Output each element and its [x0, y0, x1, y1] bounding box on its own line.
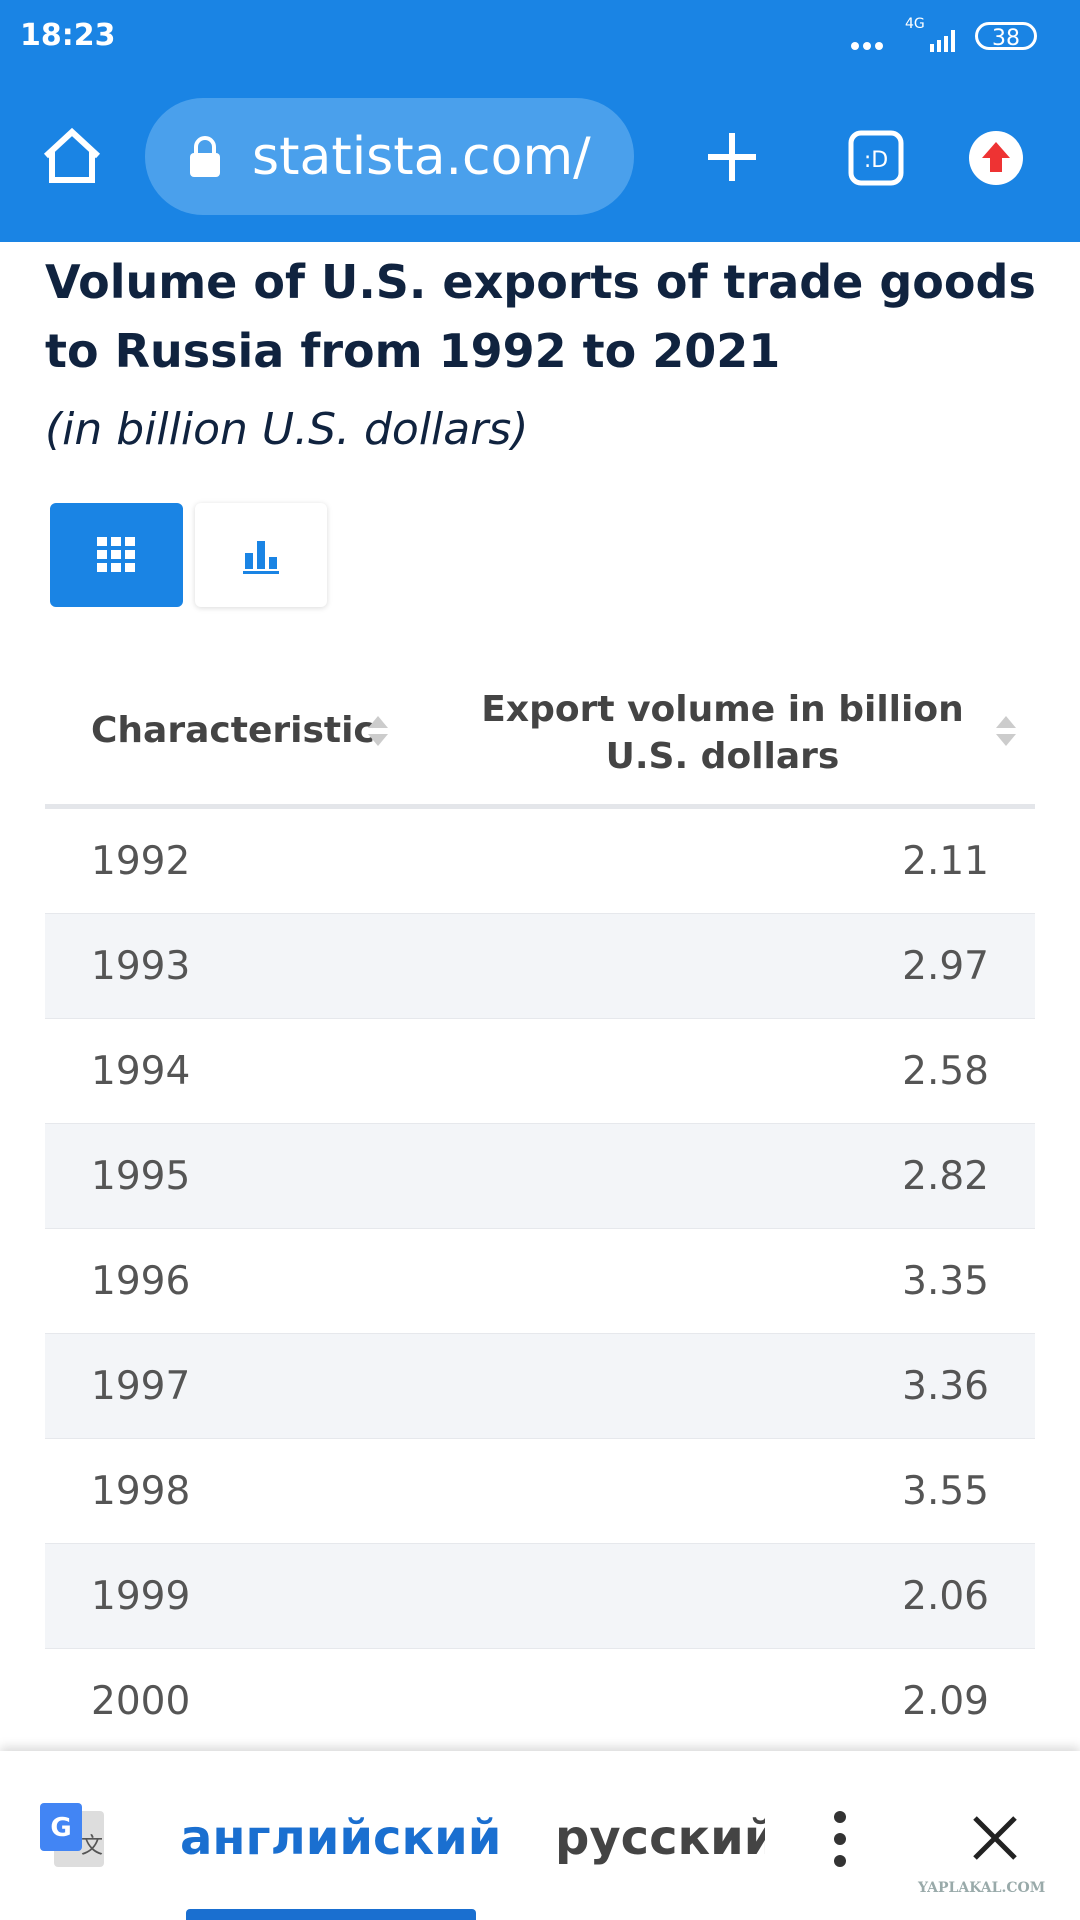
source-language[interactable]: английский: [180, 1810, 502, 1866]
svg-text:文: 文: [81, 1834, 103, 1859]
value-cell: 3.35: [902, 1259, 989, 1304]
more-button[interactable]: [828, 1809, 852, 1869]
page-title: Volume of U.S. exports of trade goods to…: [45, 255, 1036, 378]
chart-view-button[interactable]: [195, 503, 327, 607]
table-row: 1994 2.58: [45, 1019, 1035, 1125]
value-cell: 3.36: [902, 1364, 989, 1409]
new-tab-button[interactable]: [706, 131, 758, 183]
year-cell: 1997: [91, 1364, 191, 1409]
table-row: 2000 2.09: [45, 1649, 1035, 1755]
value-cell: 2.11: [902, 839, 989, 884]
value-cell: 2.06: [902, 1574, 989, 1619]
table-row: 1997 3.36: [45, 1334, 1035, 1440]
column-header[interactable]: Characteristic: [91, 710, 375, 751]
year-cell: 1999: [91, 1574, 191, 1619]
selected-indicator: [186, 1909, 476, 1920]
page-subtitle: (in billion U.S. dollars): [45, 404, 529, 455]
update-button[interactable]: [968, 130, 1024, 186]
year-cell: 1994: [91, 1049, 191, 1094]
value-cell: 3.55: [902, 1469, 989, 1514]
target-language[interactable]: русский: [555, 1810, 765, 1866]
browser-header: 18:23 4G 38 statista.com/ :D: [0, 0, 1080, 242]
lock-icon: [190, 136, 220, 177]
url-text: statista.com/: [252, 127, 591, 187]
year-cell: 1995: [91, 1154, 191, 1199]
url-bar[interactable]: [145, 98, 634, 215]
sort-icon[interactable]: [994, 712, 1018, 752]
status-time: 18:23: [20, 18, 116, 53]
year-cell: 1998: [91, 1469, 191, 1514]
value-cell: 2.58: [902, 1049, 989, 1094]
table-view-button[interactable]: [50, 503, 183, 607]
svg-text::D: :D: [864, 148, 888, 173]
table-row: 1996 3.35: [45, 1229, 1035, 1335]
year-cell: 1992: [91, 839, 191, 884]
svg-text:G: G: [50, 1813, 71, 1843]
year-cell: 1993: [91, 944, 191, 989]
value-cell: 2.09: [902, 1679, 989, 1724]
home-button[interactable]: [40, 126, 104, 186]
header-divider: [45, 804, 1035, 809]
value-cell: 2.82: [902, 1154, 989, 1199]
translate-icon: G文: [40, 1803, 104, 1867]
table-row: 1999 2.06: [45, 1544, 1035, 1650]
table-row: 1992 2.11: [45, 809, 1035, 915]
table-row: 1998 3.55: [45, 1439, 1035, 1545]
status-network: 4G: [905, 16, 925, 32]
value-cell: 2.97: [902, 944, 989, 989]
tabs-button[interactable]: :D: [848, 130, 904, 186]
column-header[interactable]: Export volume in billion U.S. dollars: [481, 689, 964, 777]
year-cell: 2000: [91, 1679, 191, 1724]
table-row: 1995 2.82: [45, 1124, 1035, 1230]
table-row: 1993 2.97: [45, 914, 1035, 1020]
status-battery: 38: [975, 22, 1037, 51]
close-button[interactable]: [972, 1815, 1018, 1861]
year-cell: 1996: [91, 1259, 191, 1304]
sort-icon[interactable]: [366, 712, 390, 752]
watermark: YAPLAKAL.COM: [918, 1880, 1046, 1896]
status-icons: [851, 30, 955, 52]
